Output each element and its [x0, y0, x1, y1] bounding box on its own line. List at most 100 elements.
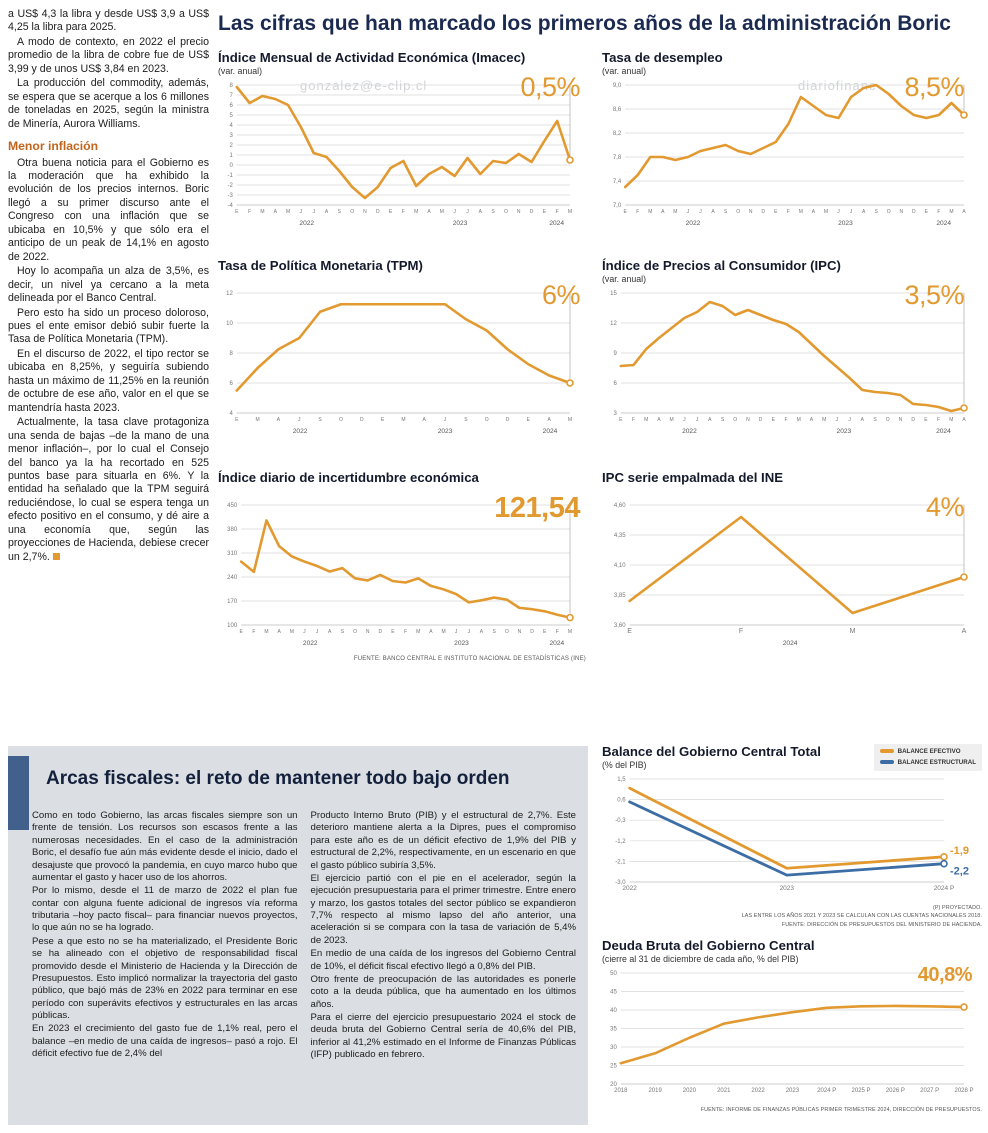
svg-text:M: M: [797, 417, 801, 423]
chart-title: Índice diario de incertidumbre económica: [218, 470, 479, 485]
chart-value-label: 0,5%: [520, 72, 580, 102]
svg-text:2023: 2023: [838, 220, 853, 227]
svg-text:2022: 2022: [293, 428, 308, 435]
svg-text:O: O: [733, 417, 737, 423]
fiscal-paragraph: Producto Interno Bruto (PIB) y el estruc…: [310, 810, 577, 871]
svg-text:E: E: [925, 209, 929, 215]
svg-text:0: 0: [229, 163, 233, 169]
chart-incertidumbre: Índice diario de incertidumbre económica…: [218, 470, 590, 652]
svg-text:J: J: [312, 209, 315, 215]
svg-text:E: E: [543, 209, 547, 215]
svg-text:-3: -3: [227, 193, 233, 199]
svg-text:O: O: [887, 209, 891, 215]
svg-text:A: A: [962, 417, 966, 423]
svg-text:A: A: [812, 209, 816, 215]
svg-text:M: M: [648, 209, 652, 215]
svg-text:A: A: [657, 417, 661, 423]
svg-text:A: A: [423, 417, 427, 423]
chart-subtitle: (var. anual): [602, 66, 647, 76]
svg-text:F: F: [404, 629, 407, 635]
svg-text:N: N: [518, 629, 522, 635]
svg-text:8: 8: [229, 351, 233, 357]
fiscal-paragraph: En 2023 el crecimiento del gasto fue de …: [32, 1023, 298, 1060]
svg-text:S: S: [492, 629, 496, 635]
svg-text:-3,0: -3,0: [615, 880, 626, 886]
estructural-swatch-icon: [879, 759, 894, 764]
svg-text:2023: 2023: [837, 428, 852, 435]
svg-text:2024 P: 2024 P: [934, 885, 955, 892]
chart-subtitle: (% del PIB): [602, 760, 647, 770]
svg-text:D: D: [360, 417, 364, 423]
svg-text:D: D: [506, 417, 510, 423]
article-paragraph: A modo de contexto, en 2022 el precio pr…: [8, 35, 209, 75]
svg-text:S: S: [724, 209, 728, 215]
svg-text:2024: 2024: [550, 640, 565, 647]
svg-text:D: D: [376, 209, 380, 215]
svg-text:10: 10: [226, 321, 233, 327]
svg-text:A: A: [277, 629, 281, 635]
svg-text:E: E: [389, 209, 393, 215]
chart-value-label: 121,54: [494, 492, 580, 524]
chart-value-label: 3,5%: [904, 280, 964, 310]
chart-subtitle: [218, 274, 590, 285]
svg-text:O: O: [505, 629, 509, 635]
svg-text:M: M: [850, 628, 856, 635]
svg-text:6: 6: [229, 381, 233, 387]
svg-text:A: A: [274, 209, 278, 215]
svg-text:O: O: [350, 209, 354, 215]
svg-text:A: A: [325, 209, 329, 215]
svg-text:E: E: [543, 629, 547, 635]
deuda-footnote: FUENTE: INFORME DE FINANZAS PÚBLICAS PRI…: [700, 1107, 982, 1113]
fiscal-paragraph: Como en todo Gobierno, las arcas fiscale…: [32, 810, 298, 883]
svg-text:12: 12: [226, 291, 233, 297]
svg-text:D: D: [530, 209, 534, 215]
svg-text:M: M: [568, 629, 572, 635]
svg-text:E: E: [240, 629, 244, 635]
svg-text:2022: 2022: [751, 1088, 765, 1094]
svg-text:E: E: [924, 417, 928, 423]
svg-text:M: M: [822, 417, 826, 423]
svg-text:M: M: [286, 209, 290, 215]
footnote: FUENTE: DIRECCIÓN DE PRESUPUESTOS DEL MI…: [781, 921, 982, 928]
svg-text:O: O: [339, 417, 343, 423]
article-paragraph: a US$ 4,3 la libra y desde US$ 3,9 a US$…: [8, 8, 209, 34]
svg-text:3,85: 3,85: [614, 593, 626, 599]
svg-text:J: J: [466, 209, 469, 215]
svg-text:0,6: 0,6: [617, 798, 626, 804]
chart-title: IPC serie empalmada del INE: [602, 470, 784, 485]
svg-text:4,10: 4,10: [614, 563, 626, 569]
fiscal-section-title: Arcas fiscales: el reto de mantener todo…: [46, 768, 510, 789]
article-paragraph: Otra buena noticia para el Gobierno es l…: [8, 156, 209, 263]
svg-text:2018: 2018: [614, 1088, 628, 1094]
svg-text:M: M: [949, 209, 953, 215]
svg-text:380: 380: [227, 527, 238, 533]
chart-subtitle: [602, 486, 974, 497]
svg-text:S: S: [318, 417, 322, 423]
svg-text:2028 P: 2028 P: [954, 1088, 973, 1094]
svg-text:M: M: [568, 209, 572, 215]
svg-text:N: N: [746, 417, 750, 423]
svg-text:O: O: [504, 209, 508, 215]
svg-text:2021: 2021: [717, 1088, 731, 1094]
svg-text:S: S: [874, 209, 878, 215]
svg-text:30: 30: [610, 1045, 617, 1051]
svg-text:-2,1: -2,1: [615, 859, 626, 865]
svg-text:40: 40: [610, 1008, 617, 1014]
svg-text:-2: -2: [227, 183, 233, 189]
ipc-empalmada-line-chart: 4,60 4,35 4,10 3,85 3,60E F M A 2024: [614, 503, 968, 647]
svg-text:A: A: [548, 417, 552, 423]
svg-text:M: M: [414, 209, 418, 215]
svg-text:2024: 2024: [543, 428, 558, 435]
chart-ipc-empalmada: IPC serie empalmada del INE 4% 4,60 4,35 4…: [602, 470, 974, 652]
svg-text:O: O: [353, 629, 357, 635]
chart-ipc: Índice de Precios al Consumidor (IPC) (v…: [602, 258, 974, 440]
svg-text:O: O: [485, 417, 489, 423]
svg-text:8,6: 8,6: [613, 107, 622, 113]
chart-tpm: Tasa de Política Monetaria (TPM) 6% 12 10…: [218, 258, 590, 440]
svg-text:M: M: [260, 209, 264, 215]
article-paragraph: Hoy lo acompaña un alza de 3,5%, es deci…: [8, 265, 209, 305]
svg-text:N: N: [899, 417, 903, 423]
svg-text:F: F: [556, 209, 559, 215]
chart-title: Deuda Bruta del Gobierno Central: [602, 938, 815, 953]
